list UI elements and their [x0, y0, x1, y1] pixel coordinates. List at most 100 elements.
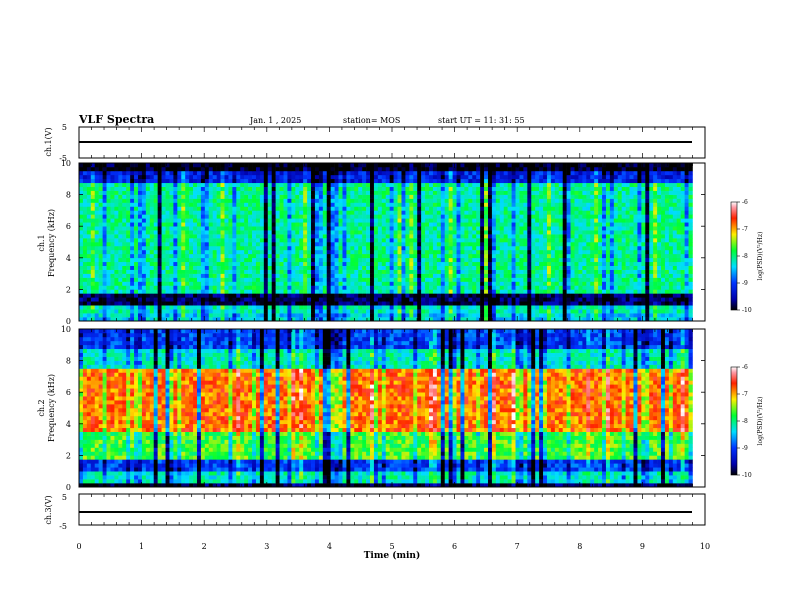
spectrogram-cell	[318, 317, 324, 322]
spectrogram-cell	[637, 309, 642, 314]
spectrogram-cell	[590, 293, 595, 298]
spectrogram-cell	[523, 285, 528, 290]
spectrogram-cell	[495, 297, 501, 302]
spectrogram-cell	[562, 289, 567, 294]
spectrogram-cell	[436, 313, 442, 318]
spectrogram-cell	[629, 285, 634, 290]
spectrogram-cell	[543, 222, 548, 227]
spectrogram-cell	[161, 269, 166, 274]
spectrogram-cell	[200, 210, 206, 215]
spectrogram-cell	[94, 194, 99, 199]
spectrogram-cell	[173, 301, 178, 306]
spectrogram-cell	[228, 249, 233, 255]
spectrogram-cell	[145, 277, 151, 282]
spectrogram-cell	[688, 226, 693, 231]
spectrogram-cell	[259, 245, 265, 251]
spectrogram-cell	[649, 226, 654, 231]
spectrogram-cell	[118, 265, 123, 270]
spectrogram-cell	[173, 257, 178, 263]
spectrogram-cell	[354, 281, 359, 286]
spectrogram-cell	[550, 210, 556, 215]
spectrogram-cell	[629, 273, 634, 278]
spectrogram-cell	[232, 289, 237, 294]
spectrogram-cell	[165, 245, 170, 251]
spectrogram-cell	[169, 218, 174, 223]
spectrogram-cell	[342, 230, 347, 235]
spectrogram-cell	[499, 206, 505, 211]
spectrogram-cell	[448, 253, 453, 259]
spectrogram-cell	[240, 206, 245, 211]
spectrogram-cell	[295, 297, 300, 302]
spectrogram-cell	[495, 273, 501, 278]
spectrogram-cell	[472, 202, 477, 207]
spectrogram-cell	[566, 210, 571, 215]
spectrogram-cell	[558, 202, 563, 207]
spectrogram-cell	[318, 261, 324, 266]
spectrogram-cell	[476, 198, 481, 203]
spectrogram-cell	[275, 214, 280, 219]
spectrogram-cell	[196, 202, 202, 207]
spectrogram-cell	[605, 289, 611, 294]
spectrogram-cell	[275, 317, 280, 322]
spectrogram-cell	[421, 210, 426, 215]
spectrogram-cell	[602, 269, 607, 274]
spectrogram-cell	[688, 297, 693, 302]
spectrogram-cell	[688, 249, 693, 255]
spectrogram-cell	[456, 269, 461, 274]
spectrogram-cell	[196, 214, 202, 219]
spectrogram-cell	[397, 206, 402, 211]
spectrogram-cell	[196, 273, 202, 278]
spectrogram-cell	[562, 317, 567, 322]
spectrogram-cell	[153, 198, 158, 203]
spectrogram-cell	[240, 269, 245, 274]
spectrogram-cell	[311, 222, 316, 227]
spectrogram-cell	[169, 249, 174, 255]
spectrogram-cell	[220, 249, 225, 255]
spectrogram-cell	[602, 238, 607, 243]
spectrogram-cell	[460, 285, 465, 290]
spectrogram-cell	[114, 297, 119, 302]
spectrogram-cell	[263, 234, 269, 239]
spectrogram-cell	[480, 289, 485, 294]
spectrogram-cell	[664, 305, 670, 310]
spectrogram-cell	[366, 289, 371, 294]
spectrogram-cell	[527, 277, 532, 282]
spectrogram-cell	[546, 194, 552, 199]
spectrogram-cell	[299, 305, 304, 310]
spectrogram-cell	[566, 313, 571, 318]
spectrogram-cell	[141, 289, 147, 294]
spectrogram-cell	[303, 261, 308, 266]
spectrogram-cell	[432, 202, 438, 207]
spectrogram-cell	[397, 226, 402, 231]
spectrogram-cell	[574, 226, 579, 231]
spectrogram-cell	[672, 285, 678, 290]
spectrogram-cell	[381, 249, 387, 255]
spectrogram-cell	[291, 277, 296, 282]
spectrogram-cell	[582, 301, 587, 306]
spectrogram-cell	[527, 214, 532, 219]
spectrogram-cell	[153, 242, 158, 247]
spectrogram-cell	[118, 230, 123, 235]
spectrogram-cell	[421, 253, 426, 259]
spectrogram-cell	[287, 257, 292, 263]
spectrogram-cell	[330, 214, 335, 219]
spectrogram-cell	[157, 281, 162, 286]
spectrogram-cell	[460, 261, 465, 266]
spectrogram-cell	[102, 238, 107, 243]
spectrogram-cell	[326, 309, 331, 314]
spectrogram-cell	[566, 317, 571, 322]
spectrogram-cell	[515, 206, 520, 211]
spectrogram-cell	[303, 297, 308, 302]
spectrogram-cell	[570, 309, 575, 314]
spectrogram-cell	[472, 249, 477, 255]
spectrogram-cell	[216, 257, 221, 263]
spectrogram-cell	[578, 234, 583, 239]
spectrogram-cell	[326, 281, 331, 286]
spectrogram-cell	[366, 301, 371, 306]
spectrogram-cell	[515, 226, 520, 231]
spectrogram-cell	[189, 214, 194, 219]
spectrogram-cell	[409, 277, 414, 282]
spectrogram-cell	[432, 234, 438, 239]
spectrogram-cell	[554, 297, 560, 302]
spectrogram-cell	[248, 214, 253, 219]
